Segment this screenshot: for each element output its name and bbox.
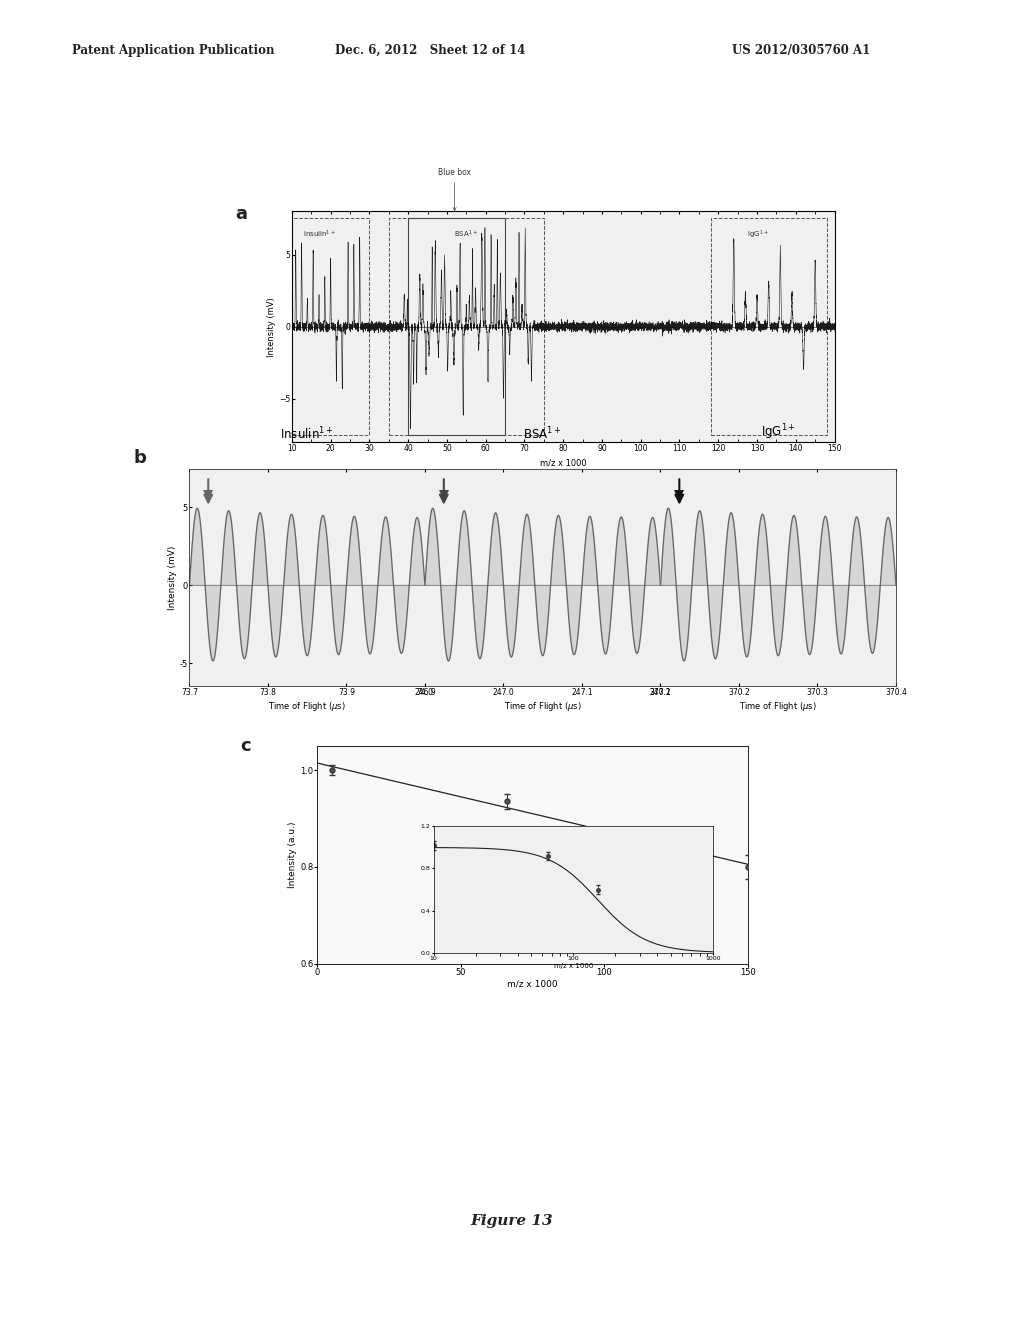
Text: IgG$^{1+}$: IgG$^{1+}$ bbox=[761, 422, 796, 442]
Text: US 2012/0305760 A1: US 2012/0305760 A1 bbox=[732, 44, 870, 57]
X-axis label: m/z x 1000: m/z x 1000 bbox=[540, 458, 587, 467]
Bar bbox=[389, 218, 544, 436]
X-axis label: m/z x 1000: m/z x 1000 bbox=[507, 979, 558, 989]
Y-axis label: Intensity (a.u.): Intensity (a.u.) bbox=[288, 821, 297, 888]
X-axis label: Time of Flight ($\mu$s): Time of Flight ($\mu$s) bbox=[504, 700, 582, 713]
Text: Dec. 6, 2012   Sheet 12 of 14: Dec. 6, 2012 Sheet 12 of 14 bbox=[335, 44, 525, 57]
Bar bbox=[409, 218, 505, 436]
X-axis label: Time of Flight ($\mu$s): Time of Flight ($\mu$s) bbox=[268, 700, 346, 713]
Text: Figure 13: Figure 13 bbox=[471, 1214, 553, 1229]
Bar bbox=[292, 218, 370, 436]
Text: c: c bbox=[241, 737, 251, 755]
Text: Patent Application Publication: Patent Application Publication bbox=[72, 44, 274, 57]
Y-axis label: Intensity (mV): Intensity (mV) bbox=[267, 297, 276, 356]
Text: Blue box: Blue box bbox=[438, 168, 471, 210]
Text: a: a bbox=[236, 205, 248, 223]
Bar bbox=[711, 218, 826, 436]
Text: Insulin$^{1+}$: Insulin$^{1+}$ bbox=[281, 426, 334, 442]
Text: b: b bbox=[133, 449, 146, 467]
X-axis label: Time of Flight ($\mu$s): Time of Flight ($\mu$s) bbox=[739, 700, 817, 713]
Y-axis label: Intensity (mV): Intensity (mV) bbox=[168, 545, 177, 610]
Text: BSA$^{1+}$: BSA$^{1+}$ bbox=[455, 228, 478, 240]
Text: Insulin$^{1+}$: Insulin$^{1+}$ bbox=[303, 228, 335, 240]
Text: IgG$^{1+}$: IgG$^{1+}$ bbox=[746, 228, 769, 240]
Text: BSA$^{1+}$: BSA$^{1+}$ bbox=[523, 426, 562, 442]
